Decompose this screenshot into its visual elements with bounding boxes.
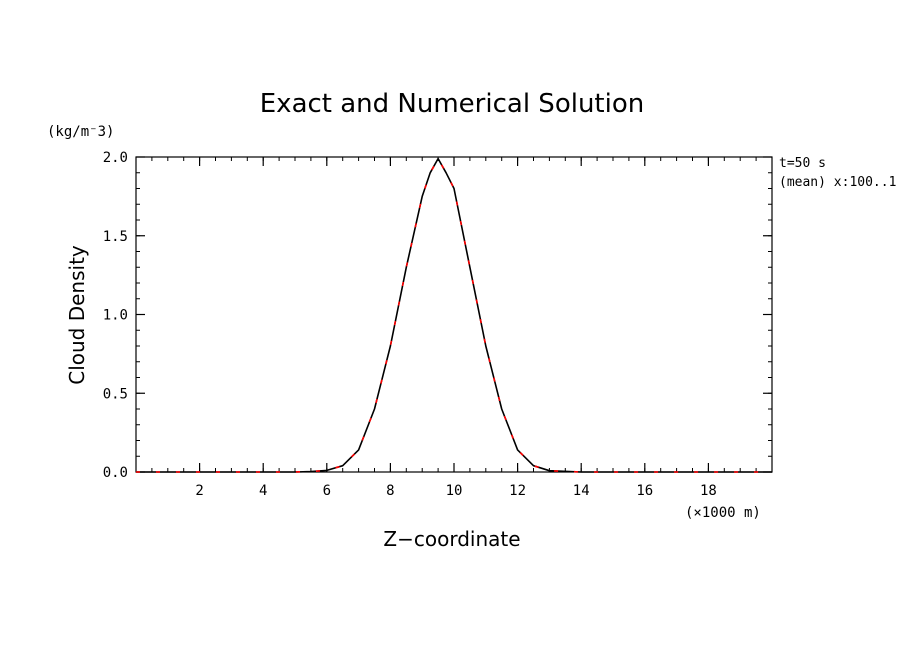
y-unit-label: (kg/m⁻3) <box>47 124 114 140</box>
y-tick-label: 0.5 <box>103 386 128 402</box>
x-tick-label: 2 <box>195 483 203 499</box>
exact-solution-line <box>136 157 772 473</box>
y-axis-label: Cloud Density <box>65 245 89 385</box>
y-tick-label: 1.0 <box>103 308 128 324</box>
y-tick-label: 1.5 <box>103 229 128 245</box>
mean-annotation: (mean) x:100..1 <box>779 175 896 190</box>
x-tick-label: 18 <box>700 483 717 499</box>
x-tick-label: 14 <box>573 483 590 499</box>
x-axis-label: Z−coordinate <box>383 527 520 551</box>
plot-frame <box>135 156 773 473</box>
x-unit-label: (×1000 m) <box>685 505 761 521</box>
y-tick-label: 0.0 <box>103 465 128 481</box>
x-tick-label: 12 <box>509 483 526 499</box>
y-tick-label: 2.0 <box>103 150 128 166</box>
chart-title: Exact and Numerical Solution <box>260 89 644 119</box>
x-tick-label: 16 <box>636 483 653 499</box>
x-tick-label: 8 <box>386 483 394 499</box>
x-tick-label: 4 <box>259 483 267 499</box>
numerical-solution-line <box>136 157 772 473</box>
plot-area: 2 4 6 8 10 12 14 16 18 0.0 0.5 1.0 1.5 2.0 <box>103 150 773 499</box>
time-annotation: t=50 s <box>779 156 826 171</box>
x-tick-label: 6 <box>323 483 331 499</box>
x-tick-label: 10 <box>446 483 463 499</box>
